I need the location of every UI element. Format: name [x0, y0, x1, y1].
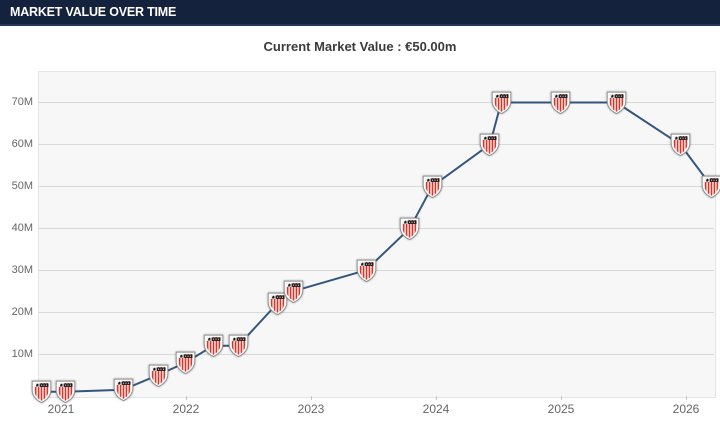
plot-area[interactable]	[38, 71, 716, 398]
athletic-club-crest-marker[interactable]	[148, 364, 169, 387]
athletic-club-crest-marker[interactable]	[283, 280, 304, 303]
x-axis-label: 2021	[47, 402, 75, 416]
gridline-30M	[38, 270, 714, 271]
athletic-club-crest-marker[interactable]	[31, 380, 52, 404]
y-axis-label: 30M	[11, 264, 33, 276]
gridline-70M	[38, 102, 714, 103]
x-tick	[561, 396, 562, 400]
x-axis-label: 2022	[172, 402, 200, 416]
gridline-20M	[38, 312, 714, 313]
athletic-club-crest-marker[interactable]	[399, 217, 420, 240]
gridline-60M	[38, 144, 714, 145]
page-title: MARKET VALUE OVER TIME	[10, 4, 177, 19]
y-axis-label: 20M	[11, 306, 33, 318]
athletic-club-crest-marker[interactable]	[203, 334, 224, 358]
gridline-50M	[38, 186, 714, 187]
athletic-club-crest-marker[interactable]	[175, 351, 196, 374]
x-axis-label: 2023	[297, 402, 325, 416]
athletic-club-crest-marker[interactable]	[356, 259, 377, 282]
athletic-club-crest-marker[interactable]	[550, 91, 571, 114]
x-axis-label: 2025	[547, 402, 575, 416]
athletic-club-crest-marker[interactable]	[113, 378, 134, 402]
x-axis-label: 2026	[672, 402, 700, 416]
y-axis-label: 70M	[11, 96, 33, 108]
athletic-club-crest-marker[interactable]	[422, 175, 443, 198]
athletic-club-crest-marker[interactable]	[670, 133, 691, 156]
athletic-club-crest-marker[interactable]	[606, 91, 627, 114]
y-axis-label: 60M	[11, 138, 33, 150]
y-axis-label: 40M	[11, 222, 33, 234]
athletic-club-crest-marker[interactable]	[479, 133, 500, 156]
athletic-club-crest-marker[interactable]	[228, 334, 249, 358]
gridline-10M	[38, 354, 714, 355]
x-tick	[436, 396, 437, 400]
y-axis-label: 50M	[11, 180, 33, 192]
current-market-value-text: Current Market Value : €50.00m	[263, 39, 457, 54]
athletic-club-crest-marker[interactable]	[701, 175, 720, 198]
athletic-club-crest-marker[interactable]	[491, 91, 512, 114]
x-tick	[686, 396, 687, 400]
x-axis-label: 2024	[422, 402, 450, 416]
x-tick	[311, 396, 312, 400]
athletic-club-crest-marker[interactable]	[267, 292, 288, 316]
y-axis-label: 10M	[11, 348, 33, 360]
market-value-line	[40, 101, 713, 393]
gridline-40M	[38, 228, 714, 229]
section-header-bar: MARKET VALUE OVER TIME	[0, 0, 720, 26]
athletic-club-crest-marker[interactable]	[55, 380, 76, 404]
x-tick	[186, 396, 187, 400]
